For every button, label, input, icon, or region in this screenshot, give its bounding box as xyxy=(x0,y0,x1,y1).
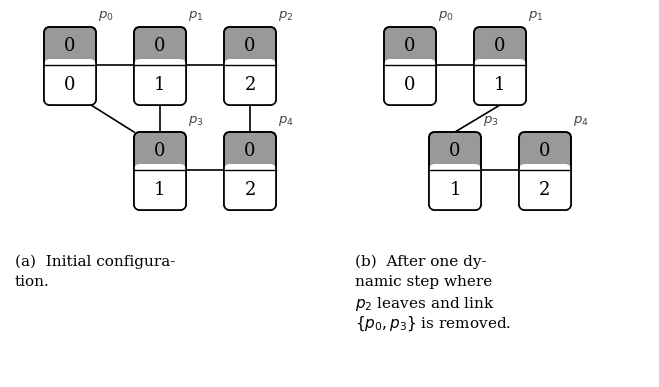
Text: 0: 0 xyxy=(154,142,166,160)
Text: 0: 0 xyxy=(404,76,416,94)
Bar xyxy=(519,170,571,210)
Text: 2: 2 xyxy=(244,76,256,94)
Text: $p_2$ leaves and link: $p_2$ leaves and link xyxy=(355,295,494,313)
FancyBboxPatch shape xyxy=(224,164,276,210)
Text: $p_4$: $p_4$ xyxy=(573,114,588,128)
Text: $p_0$: $p_0$ xyxy=(438,9,453,23)
FancyBboxPatch shape xyxy=(134,132,186,210)
FancyBboxPatch shape xyxy=(429,132,481,210)
Text: $p_1$: $p_1$ xyxy=(188,9,204,23)
Bar xyxy=(474,65,526,105)
FancyBboxPatch shape xyxy=(134,27,186,105)
Text: 0: 0 xyxy=(64,37,76,55)
FancyBboxPatch shape xyxy=(474,59,526,105)
Text: 1: 1 xyxy=(494,76,505,94)
FancyBboxPatch shape xyxy=(134,164,186,210)
FancyBboxPatch shape xyxy=(474,27,526,105)
Bar xyxy=(134,170,186,210)
Text: $\{p_0, p_3\}$ is removed.: $\{p_0, p_3\}$ is removed. xyxy=(355,315,511,334)
Text: 2: 2 xyxy=(244,181,256,199)
Text: 0: 0 xyxy=(154,37,166,55)
Text: 0: 0 xyxy=(449,142,461,160)
FancyBboxPatch shape xyxy=(384,27,436,105)
Bar xyxy=(44,65,96,105)
FancyBboxPatch shape xyxy=(384,59,436,105)
Text: (b)  After one dy-: (b) After one dy- xyxy=(355,255,486,269)
FancyBboxPatch shape xyxy=(224,59,276,105)
Text: $p_3$: $p_3$ xyxy=(483,114,499,128)
Text: 1: 1 xyxy=(154,76,166,94)
FancyBboxPatch shape xyxy=(224,27,276,105)
FancyBboxPatch shape xyxy=(429,164,481,210)
Text: 0: 0 xyxy=(244,142,256,160)
Text: 1: 1 xyxy=(154,181,166,199)
FancyBboxPatch shape xyxy=(134,59,186,105)
Text: 0: 0 xyxy=(64,76,76,94)
Text: 0: 0 xyxy=(539,142,551,160)
FancyBboxPatch shape xyxy=(519,132,571,210)
FancyBboxPatch shape xyxy=(224,132,276,210)
Text: $p_3$: $p_3$ xyxy=(188,114,204,128)
Text: 1: 1 xyxy=(449,181,461,199)
Text: namic step where: namic step where xyxy=(355,275,492,289)
Bar xyxy=(384,65,436,105)
Text: 2: 2 xyxy=(539,181,551,199)
Text: $p_2$: $p_2$ xyxy=(278,9,293,23)
Text: 0: 0 xyxy=(404,37,416,55)
Text: (a)  Initial configura-
tion.: (a) Initial configura- tion. xyxy=(15,255,175,289)
FancyBboxPatch shape xyxy=(519,164,571,210)
Bar xyxy=(429,170,481,210)
Bar xyxy=(224,170,276,210)
Bar xyxy=(224,65,276,105)
Text: $p_1$: $p_1$ xyxy=(528,9,544,23)
FancyBboxPatch shape xyxy=(44,59,96,105)
Bar xyxy=(134,65,186,105)
Text: 0: 0 xyxy=(244,37,256,55)
FancyBboxPatch shape xyxy=(44,27,96,105)
Text: $p_4$: $p_4$ xyxy=(278,114,294,128)
Text: $p_0$: $p_0$ xyxy=(98,9,114,23)
Text: 0: 0 xyxy=(494,37,505,55)
